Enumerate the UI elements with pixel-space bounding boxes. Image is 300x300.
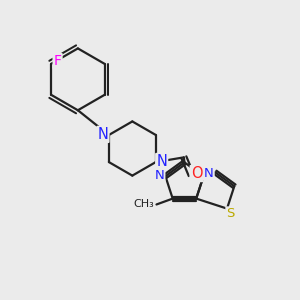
Text: N: N — [204, 167, 214, 180]
Text: S: S — [226, 207, 235, 220]
Text: N: N — [154, 169, 164, 182]
Text: N: N — [98, 127, 108, 142]
Text: O: O — [191, 166, 202, 181]
Text: F: F — [54, 54, 61, 68]
Text: CH₃: CH₃ — [134, 199, 154, 209]
Text: N: N — [156, 154, 167, 169]
